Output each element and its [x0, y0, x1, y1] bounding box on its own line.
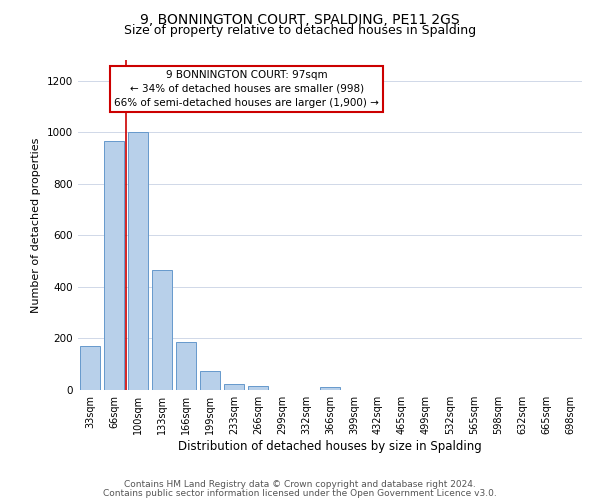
X-axis label: Distribution of detached houses by size in Spalding: Distribution of detached houses by size … — [178, 440, 482, 453]
Bar — [152, 270, 172, 390]
Text: 9 BONNINGTON COURT: 97sqm
← 34% of detached houses are smaller (998)
66% of semi: 9 BONNINGTON COURT: 97sqm ← 34% of detac… — [115, 70, 379, 108]
Bar — [80, 346, 100, 390]
Bar — [248, 386, 268, 390]
Text: Contains public sector information licensed under the Open Government Licence v3: Contains public sector information licen… — [103, 488, 497, 498]
Bar — [128, 132, 148, 390]
Text: 9, BONNINGTON COURT, SPALDING, PE11 2GS: 9, BONNINGTON COURT, SPALDING, PE11 2GS — [140, 12, 460, 26]
Text: Size of property relative to detached houses in Spalding: Size of property relative to detached ho… — [124, 24, 476, 37]
Bar — [320, 388, 340, 390]
Y-axis label: Number of detached properties: Number of detached properties — [31, 138, 41, 312]
Bar — [200, 370, 220, 390]
Bar — [176, 342, 196, 390]
Bar — [224, 384, 244, 390]
Bar — [104, 141, 124, 390]
Text: Contains HM Land Registry data © Crown copyright and database right 2024.: Contains HM Land Registry data © Crown c… — [124, 480, 476, 489]
